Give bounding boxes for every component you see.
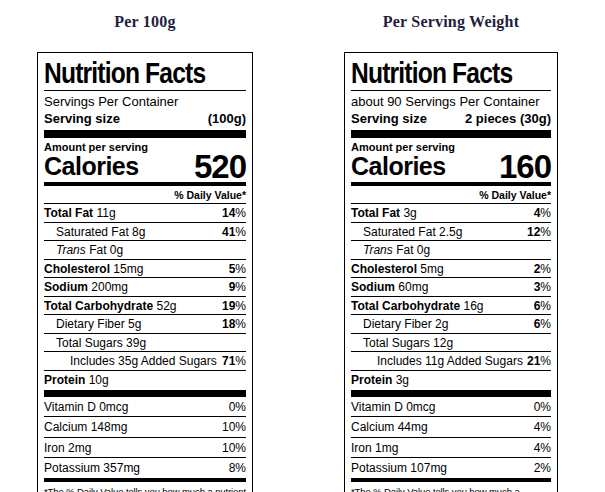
nutrient-row: Saturated Fat 2.5g12% [351, 223, 551, 242]
calories-value: 520 [194, 154, 246, 180]
thick-bar [44, 390, 246, 397]
thick-bar [351, 130, 551, 138]
thick-bar [44, 130, 246, 138]
nutrient-row: Total Carbohydrate 52g19% [44, 297, 246, 316]
nutrient-row: Total Fat 11g14% [44, 204, 246, 223]
label-header: Nutrition Facts [44, 58, 246, 89]
nutrition-facts-title: Nutrition Facts [44, 58, 205, 89]
vitamin-row: Calcium 148mg10% [44, 417, 246, 438]
vitamin-row: Potassium 357mg8% [44, 458, 246, 478]
calories-label: Calories [351, 154, 446, 179]
thick-bar [351, 390, 551, 397]
right-column-title: Per Serving Weight [344, 13, 558, 31]
nutrition-label-per-100g: Nutrition Facts Servings Per Container S… [37, 52, 253, 492]
nutrient-row: Sodium 200mg9% [44, 278, 246, 297]
nutrient-row: Total Carbohydrate 16g6% [351, 297, 551, 316]
calories-label: Calories [44, 154, 139, 179]
nutrient-row: Total Sugars 39g [44, 334, 246, 353]
nutrient-row: Protein 10g [44, 371, 246, 390]
nutrient-row: Cholesterol 15mg5% [44, 260, 246, 279]
page: { "page": { "left_title": "Per 100g", "r… [0, 0, 605, 492]
left-column-title: Per 100g [37, 13, 253, 31]
nutrient-row: Trans Fat 0g [351, 241, 551, 260]
vitamin-row: Iron 1mg4% [351, 438, 551, 459]
daily-value-header: % Daily Value* [351, 186, 551, 204]
nutrition-facts-title: Nutrition Facts [351, 58, 512, 89]
vitamin-row: Calcium 44mg4% [351, 417, 551, 438]
nutrient-row: Cholesterol 5mg2% [351, 260, 551, 279]
serving-size-label: Serving size [44, 111, 120, 126]
calories-value: 160 [499, 154, 551, 180]
nutrient-row: Protein 3g [351, 371, 551, 390]
vitamin-row: Potassium 107mg2% [351, 458, 551, 478]
nutrient-row: Trans Fat 0g [44, 241, 246, 260]
label-header: Nutrition Facts [351, 58, 551, 89]
nutrient-row: Saturated Fat 8g41% [44, 223, 246, 242]
nutrient-row: Dietary Fiber 5g18% [44, 315, 246, 334]
serving-size-value: (100g) [208, 111, 246, 126]
nutrient-row: Total Fat 3g4% [351, 204, 551, 223]
daily-value-footnote: *The % Daily Value tells you how much a … [44, 482, 246, 492]
nutrient-row: Includes 11g Added Sugars21% [351, 352, 551, 371]
vitamin-row: Vitamin D 0mcg0% [351, 397, 551, 418]
nutrition-label-per-serving: Nutrition Facts about 90 Servings Per Co… [344, 52, 558, 492]
nutrient-row: Total Sugars 12g [351, 334, 551, 353]
calories-row: Calories 520 [44, 153, 246, 183]
daily-value-footnote: *The % Daily Value tells you how much a … [351, 482, 551, 492]
serving-size-row: Serving size (100g) [44, 110, 246, 130]
serving-size-label: Serving size [351, 111, 427, 126]
nutrient-row: Dietary Fiber 2g6% [351, 315, 551, 334]
vitamin-row: Vitamin D 0mcg0% [44, 397, 246, 418]
nutrient-row: Sodium 60mg3% [351, 278, 551, 297]
serving-size-row: Serving size 2 pieces (30g) [351, 110, 551, 130]
vitamin-row: Iron 2mg10% [44, 438, 246, 459]
servings-per-container: about 90 Servings Per Container [351, 91, 551, 110]
daily-value-header: % Daily Value* [44, 186, 246, 204]
calories-row: Calories 160 [351, 153, 551, 183]
nutrient-row: Includes 35g Added Sugars71% [44, 352, 246, 371]
servings-per-container: Servings Per Container [44, 91, 246, 110]
serving-size-value: 2 pieces (30g) [465, 111, 551, 126]
